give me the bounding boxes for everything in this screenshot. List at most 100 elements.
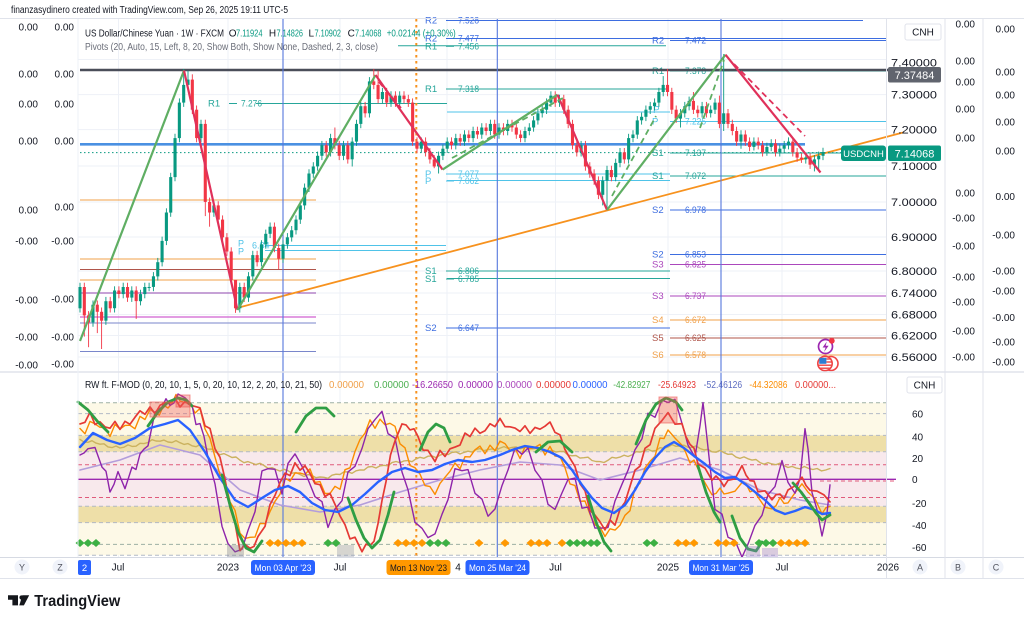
svg-text:6.68000: 6.68000 <box>891 309 937 321</box>
svg-text:0.00000: 0.00000 <box>458 380 493 391</box>
svg-text:6.74000: 6.74000 <box>891 288 937 300</box>
svg-text:RW ft. F-MOD (0, 20, 10, 1, 5,: RW ft. F-MOD (0, 20, 10, 1, 5, 0, 20, 10… <box>85 380 322 391</box>
svg-text:P: P <box>425 176 431 187</box>
svg-text:0.00: 0.00 <box>55 70 75 81</box>
svg-text:0.00000...: 0.00000... <box>795 380 836 391</box>
svg-text:CNH: CNH <box>914 381 936 392</box>
svg-text:R2: R2 <box>425 34 437 45</box>
svg-text:0.00: 0.00 <box>956 20 976 31</box>
svg-text:0.00000: 0.00000 <box>497 380 532 391</box>
svg-text:6.785: 6.785 <box>458 274 479 285</box>
svg-text:0.00: 0.00 <box>996 91 1016 102</box>
svg-text:7.072: 7.072 <box>685 171 706 182</box>
svg-text:6.853: 6.853 <box>685 250 706 261</box>
svg-text:0.00: 0.00 <box>55 137 75 148</box>
svg-text:6.62000: 6.62000 <box>891 330 937 342</box>
svg-text:7.477: 7.477 <box>458 34 479 45</box>
svg-text:-25.64923: -25.64923 <box>658 380 696 391</box>
svg-text:R1: R1 <box>425 42 437 53</box>
svg-text:7.528: 7.528 <box>458 16 479 27</box>
svg-text:L: L <box>309 29 315 40</box>
svg-text:R2: R2 <box>652 36 664 47</box>
svg-text:7.318: 7.318 <box>458 84 479 95</box>
svg-text:6.806: 6.806 <box>458 266 479 277</box>
svg-text:-0.00: -0.00 <box>992 231 1015 242</box>
svg-text:0.00: 0.00 <box>19 23 39 34</box>
svg-text:USDCNH: USDCNH <box>843 149 884 160</box>
svg-text:P: P <box>238 247 244 257</box>
svg-text:Jul: Jul <box>112 563 125 574</box>
svg-text:S3: S3 <box>652 260 664 271</box>
svg-text:6.80000: 6.80000 <box>891 266 937 278</box>
svg-text:-52.46126: -52.46126 <box>704 380 743 391</box>
svg-text:0.00: 0.00 <box>956 134 976 145</box>
svg-text:7.276: 7.276 <box>241 99 262 110</box>
svg-text:-42.82927: -42.82927 <box>613 380 650 391</box>
svg-text:7.20000: 7.20000 <box>891 124 937 136</box>
svg-text:A: A <box>917 563 923 573</box>
svg-text:P: P <box>238 239 244 249</box>
svg-text:0.00: 0.00 <box>55 23 75 34</box>
svg-text:7.10000: 7.10000 <box>891 161 937 173</box>
svg-text:7.10902: 7.10902 <box>315 29 342 40</box>
svg-text:0.00: 0.00 <box>19 70 39 81</box>
svg-text:0.00: 0.00 <box>19 100 39 111</box>
svg-text:0.00: 0.00 <box>55 203 75 214</box>
svg-text:-0.00: -0.00 <box>15 333 38 344</box>
svg-text:Mon 31 Mar '25: Mon 31 Mar '25 <box>693 563 750 574</box>
svg-text:-16.26650: -16.26650 <box>412 380 453 391</box>
svg-text:CNH: CNH <box>912 28 934 39</box>
svg-text:7.14068: 7.14068 <box>895 149 935 161</box>
svg-text:0.00: 0.00 <box>996 118 1016 129</box>
svg-text:0.00: 0.00 <box>956 57 976 68</box>
svg-text:Mon 25 Mar '24: Mon 25 Mar '24 <box>469 563 526 574</box>
svg-text:US Dollar/Chinese Yuan · 1W ·: US Dollar/Chinese Yuan · 1W · FXCM <box>85 29 224 40</box>
svg-text:-0.00: -0.00 <box>952 327 975 338</box>
svg-text:Jul: Jul <box>334 563 347 574</box>
svg-text:40: 40 <box>912 433 924 444</box>
svg-text:R1: R1 <box>425 84 437 95</box>
svg-text:6.825: 6.825 <box>685 260 706 271</box>
svg-text:2: 2 <box>82 563 87 574</box>
svg-text:C: C <box>993 563 1000 573</box>
svg-text:S1: S1 <box>425 274 437 285</box>
svg-text:-0.00: -0.00 <box>992 313 1015 324</box>
svg-text:S2: S2 <box>652 250 664 261</box>
svg-text:0.00: 0.00 <box>996 147 1016 158</box>
svg-text:7.14826: 7.14826 <box>277 29 304 40</box>
svg-text:0.00: 0.00 <box>956 105 976 116</box>
svg-text:7.00000: 7.00000 <box>891 197 937 209</box>
svg-text:6.625: 6.625 <box>685 333 706 344</box>
svg-text:6.578: 6.578 <box>685 350 706 361</box>
svg-text:7.225: 7.225 <box>685 117 706 128</box>
svg-text:-0.00: -0.00 <box>992 358 1015 369</box>
svg-text:2026: 2026 <box>877 563 900 574</box>
svg-text:0.00: 0.00 <box>996 25 1016 36</box>
svg-text:R2: R2 <box>425 16 437 27</box>
svg-text:-0.00: -0.00 <box>992 338 1015 349</box>
svg-text:20: 20 <box>912 454 924 465</box>
svg-text:TradingView: TradingView <box>34 593 121 610</box>
svg-text:-0.00: -0.00 <box>952 273 975 284</box>
svg-text:7.472: 7.472 <box>685 36 706 47</box>
svg-text:S1: S1 <box>425 266 437 277</box>
svg-text:S3: S3 <box>652 291 664 302</box>
svg-text:0.00: 0.00 <box>19 206 39 217</box>
svg-text:7.11924: 7.11924 <box>236 29 263 40</box>
svg-text:H: H <box>269 29 276 40</box>
svg-text:-0.00: -0.00 <box>992 267 1015 278</box>
svg-text:2023: 2023 <box>217 563 240 574</box>
svg-text:0: 0 <box>912 475 918 486</box>
svg-text:R1: R1 <box>208 99 220 110</box>
svg-text:7.456: 7.456 <box>458 42 479 53</box>
svg-text:R1: R1 <box>652 66 664 77</box>
svg-text:-0.00: -0.00 <box>992 287 1015 298</box>
svg-text:4: 4 <box>455 563 461 574</box>
svg-text:-0.00: -0.00 <box>51 237 74 248</box>
svg-text:-44.32086: -44.32086 <box>749 380 787 391</box>
svg-text:S1: S1 <box>652 171 664 182</box>
svg-text:-0.00: -0.00 <box>952 298 975 309</box>
svg-text:7.378: 7.378 <box>685 66 706 77</box>
svg-text:S4: S4 <box>652 315 664 326</box>
svg-text:7.14068: 7.14068 <box>355 29 382 40</box>
